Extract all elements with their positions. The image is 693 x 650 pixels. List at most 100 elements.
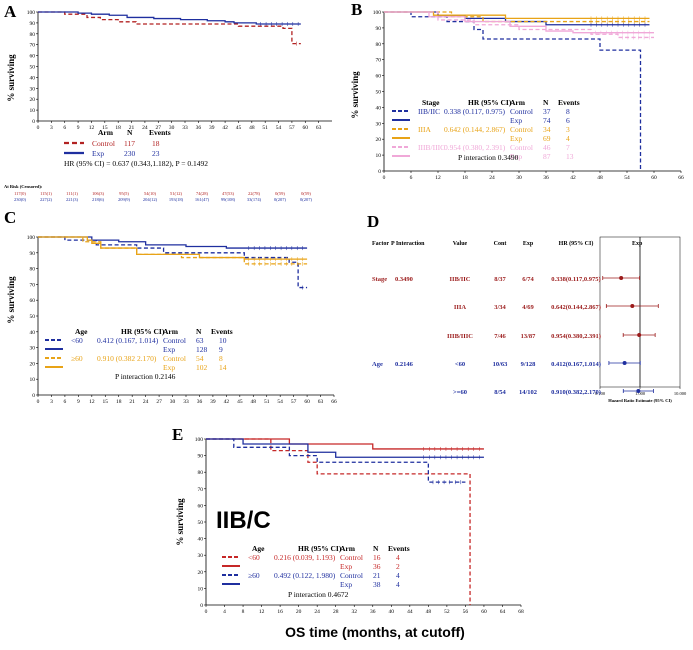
panel-b-ytick-label: 90: [376, 26, 382, 32]
panel-d-row-value: <60: [455, 361, 465, 368]
panel-e-series-line: [206, 438, 484, 450]
panel-a-at-risk-control-cell: 22(78): [248, 191, 260, 196]
panel-b-xtick-label: 12: [435, 175, 441, 181]
panel-e-legend-events: 4: [396, 580, 400, 589]
panel-e-legend-hr: 0.216 (0.039, 1.193): [274, 553, 336, 562]
panel-e-legend-group: <60: [248, 553, 260, 562]
panel-b-xtick-label: 0: [383, 175, 386, 181]
panel-a-at-risk-exp-cell: 209(9): [118, 197, 130, 202]
panel-a-ytick-label: 40: [30, 75, 36, 81]
panel-d-row-hr: 0.910(0.382,2.170): [551, 389, 601, 396]
panel-a-xtick-label: 0: [37, 125, 40, 131]
panel-c-xtick-label: 3: [50, 399, 53, 405]
panel-c-legend-arm: Control: [163, 336, 186, 345]
panel-c-xtick-label: 12: [89, 399, 95, 405]
panel-a-legend-control-n: 117: [124, 139, 135, 148]
panel-b-legend-events: 7: [566, 143, 570, 152]
panel-d-row-factor: Age: [372, 361, 383, 368]
panel-e-xtick-label: 64: [500, 609, 506, 615]
panel-a-hr-text: HR (95% CI) = 0.637 (0.343,1.182), P = 0…: [64, 159, 208, 168]
panel-a-xtick-label: 39: [209, 125, 215, 131]
panel-a-legend-control-arm: Control: [92, 139, 115, 148]
panel-d-row-cont: 8/37: [494, 276, 506, 283]
panel-d: D Factor P Interaction Value Cont Exp HR (95%…: [367, 212, 687, 403]
panel-d-hr-point: [637, 333, 642, 337]
panel-c-ytick-label: 40: [30, 330, 36, 336]
panel-c-legend-group: <60: [71, 336, 83, 345]
panel-d-row-hr: 0.954(0.380,2.391): [551, 333, 601, 340]
panel-a-at-risk-exp-cell: 99(108): [221, 197, 236, 202]
panel-a-xtick-label: 57: [289, 125, 295, 131]
panel-e-legend-n: 36: [373, 562, 381, 571]
panel-a-xtick-label: 18: [115, 125, 121, 131]
panel-c-legend-header: HR (95% CI): [121, 327, 165, 336]
panel-b-xtick-label: 54: [624, 175, 630, 181]
panel-b-ytick-label: 70: [376, 58, 382, 64]
panel-b-legend-arm: Exp: [510, 152, 522, 161]
panel-b-xtick-label: 42: [570, 175, 576, 181]
panel-a-xtick-label: 6: [63, 125, 66, 131]
panel-a-at-risk-exp-cell: 218(6): [92, 197, 104, 202]
panel-e-series-line: [206, 438, 484, 458]
panel-b-ytick-label: 40: [376, 105, 382, 111]
panel-c-ytick-label: 100: [27, 235, 36, 241]
panel-c-series-line: [38, 236, 308, 249]
panel-c-legend-events: 9: [219, 345, 223, 354]
panel-a-ytick-label: 50: [30, 65, 36, 71]
panel-c-xtick-label: 18: [116, 399, 122, 405]
panel-a-xtick-label: 36: [196, 125, 202, 131]
panel-e-legend-arm: Control: [340, 571, 363, 580]
panel-e-legend-header: Age: [252, 544, 265, 553]
panel-d-row-cont: 8/54: [494, 389, 506, 396]
panel-d-xtick-label: 10.000: [674, 391, 687, 396]
panel-e-ytick-label: 20: [198, 570, 204, 576]
panel-c-legend-arm: Exp: [163, 345, 175, 354]
panel-b-ytick-label: 20: [376, 137, 382, 143]
panel-e-ytick-label: 70: [198, 487, 204, 493]
panel-d-header: HR (95% CI): [559, 240, 594, 247]
panel-d-row-exp: 4/69: [522, 304, 534, 311]
panel-a-at-risk-control-cell: 47(53): [222, 191, 234, 196]
panel-a-xtick-label: 3: [50, 125, 53, 131]
panel-c-legend-hr: 0.412 (0.167, 1.014): [97, 336, 159, 345]
panel-a-at-risk-exp-cell: 221(3): [66, 197, 78, 202]
panel-e-legend-n: 38: [373, 580, 381, 589]
panel-b-legend-n: 74: [543, 116, 551, 125]
panel-b-legend-hr: 0.338 (0.117, 0.975): [444, 107, 505, 116]
panel-a-legend-events-header: Events: [149, 128, 171, 137]
panel-a-at-risk-exp-cell: 0(207): [274, 197, 286, 202]
panel-a-ytick-label: 10: [30, 108, 36, 114]
panel-e-xtick-label: 60: [481, 609, 487, 615]
panel-e-legend-events: 4: [396, 553, 400, 562]
panel-a-ytick-label: 80: [30, 32, 36, 38]
panel-e-ylabel: % surviving: [175, 498, 185, 546]
panel-a-at-risk-control-cell: 51(12): [170, 191, 182, 196]
panel-c-xtick-label: 66: [331, 399, 337, 405]
panel-a-xtick-label: 30: [169, 125, 175, 131]
panel-a-series-line: [38, 11, 301, 45]
panel-b-ytick-label: 60: [376, 74, 382, 80]
panel-a-at-risk-exp-cell: 193(18): [169, 197, 184, 202]
panel-b-series-line: [384, 11, 650, 23]
panel-c-ytick-label: 70: [30, 282, 36, 288]
panel-d-label: D: [367, 212, 379, 231]
panel-c-legend-header: Arm: [163, 327, 179, 336]
panel-e-xtick-label: 36: [370, 609, 376, 615]
panel-e-xtick-label: 24: [314, 609, 320, 615]
panel-a-legend-n-header: N: [127, 128, 133, 137]
panel-e-xtick-label: 56: [463, 609, 469, 615]
panel-c-xtick-label: 15: [103, 399, 109, 405]
panel-e-legend-header: HR (95% CI): [298, 544, 342, 553]
panel-a-ytick-label: 30: [30, 86, 36, 92]
panel-b-legend: Stage HR (95% CI)Arm N Events IIB/IIC 0.338 (…: [392, 98, 580, 161]
panel-e-legend: Age HR (95% CI)Arm N Events <60 0.216 (0.039,…: [222, 544, 410, 589]
panel-c-ytick-label: 50: [30, 314, 36, 320]
panel-b-series-line: [384, 11, 642, 171]
panel-d-header: Value: [453, 241, 468, 247]
panel-b-p-interaction: P interaction 0.3490: [458, 153, 519, 162]
panel-d-row-cont: 3/34: [494, 304, 506, 311]
